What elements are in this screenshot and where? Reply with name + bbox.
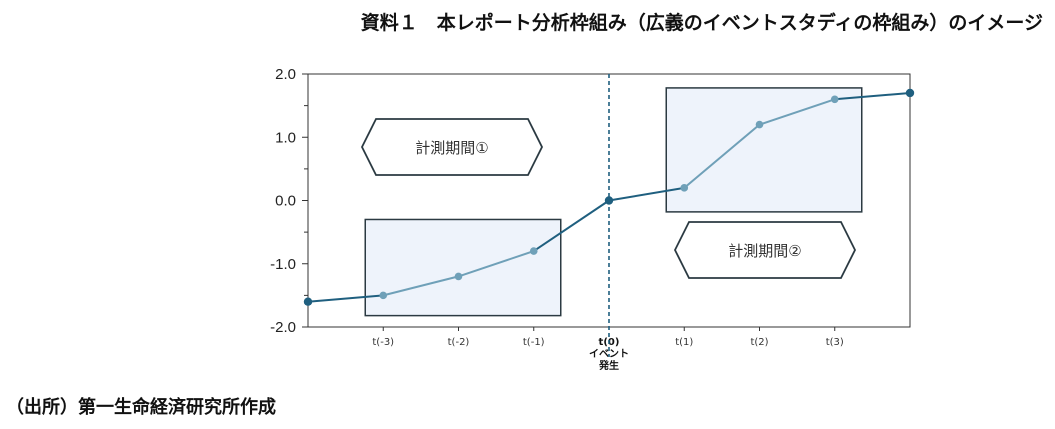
data-point xyxy=(379,291,388,300)
x-tick-label: t(-1) xyxy=(523,337,545,348)
source-note: （出所）第一生命経済研究所作成 xyxy=(6,397,276,418)
data-point xyxy=(680,184,689,192)
data-point xyxy=(303,297,313,306)
callout-label: 計測期間① xyxy=(415,139,488,157)
x-tick-label: t(2) xyxy=(750,337,768,348)
data-point xyxy=(529,247,538,255)
series-segment xyxy=(533,199,610,252)
event-label-line: 発生 xyxy=(598,359,619,372)
measurement-windows xyxy=(364,87,863,317)
series-segment xyxy=(683,123,761,189)
series-segment xyxy=(834,91,911,101)
measurement-window-box xyxy=(665,87,863,213)
series-line xyxy=(303,88,915,306)
x-tick-label: t(-3) xyxy=(372,337,394,348)
y-tick-label: 1.0 xyxy=(275,129,296,146)
data-point xyxy=(830,95,839,104)
series-segment xyxy=(458,250,535,278)
series-segment xyxy=(759,98,836,126)
y-tick-label: 0.0 xyxy=(275,193,296,210)
series-segment xyxy=(307,294,384,303)
measurement-window-box xyxy=(364,218,562,317)
callout-label: 計測期間② xyxy=(728,242,801,260)
series-segment xyxy=(383,275,459,297)
series-segment xyxy=(608,186,685,202)
x-tick-label: t(-2) xyxy=(448,337,470,348)
chart-title: 資料１ 本レポート分析枠組み（広義のイベントスタディの枠組み）のイメージ xyxy=(360,12,1043,34)
callout-hexagon xyxy=(360,118,544,176)
x-tick-label: t(1) xyxy=(675,337,693,348)
data-point xyxy=(604,196,614,205)
callout-hexagon xyxy=(673,221,857,279)
callouts: 計測期間① 計測期間② xyxy=(360,118,857,279)
y-tick-label: 2.0 xyxy=(275,66,296,83)
data-point xyxy=(454,272,463,281)
y-tick-label: -2.0 xyxy=(270,319,296,336)
data-point xyxy=(755,120,764,129)
x-tick-label: t(3) xyxy=(826,337,844,348)
y-tick-label: -1.0 xyxy=(270,256,296,273)
data-point xyxy=(905,88,915,98)
